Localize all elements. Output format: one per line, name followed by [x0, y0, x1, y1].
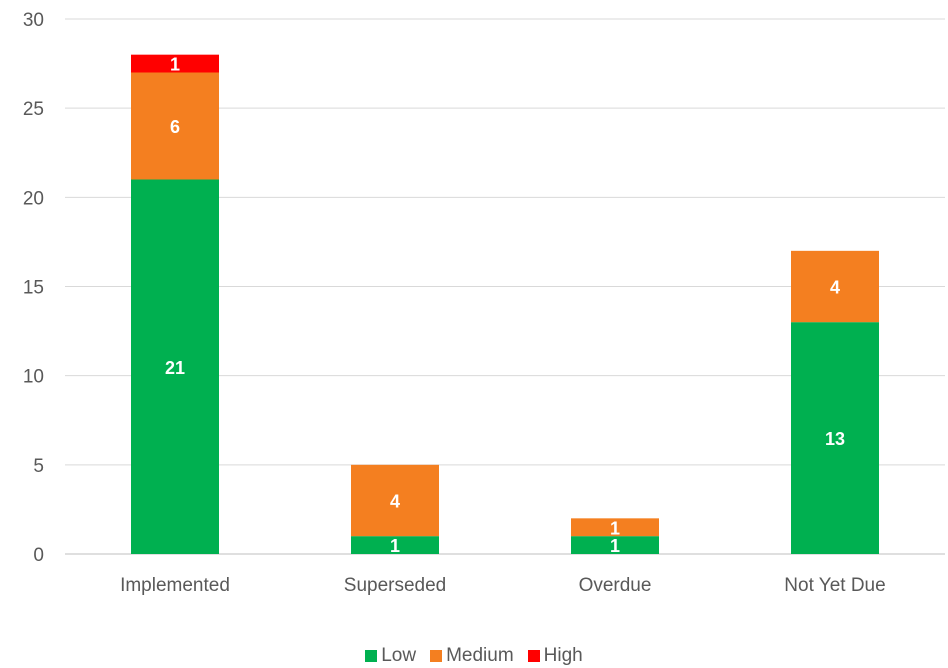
y-tick-label: 30 — [23, 10, 44, 31]
bar-segment-medium — [791, 250, 879, 323]
data-label: 4 — [390, 492, 400, 512]
bar-segment-low — [571, 536, 659, 554]
legend-swatch — [365, 650, 378, 662]
legend-item-high: High — [527, 645, 583, 667]
legend-item-medium: Medium — [430, 645, 514, 667]
legend-label: Low — [381, 645, 417, 666]
legend-swatch — [527, 650, 540, 662]
data-label: 1 — [610, 518, 620, 538]
bar-segment-low — [351, 536, 439, 554]
x-tick-label: Overdue — [579, 575, 652, 596]
legend-label: Medium — [446, 645, 514, 666]
x-tick-label: Superseded — [344, 575, 446, 596]
data-label: 13 — [825, 429, 845, 449]
bar-segment-high — [131, 54, 219, 73]
data-label: 1 — [610, 536, 620, 556]
bar-segment-low — [791, 322, 879, 554]
y-tick-label: 5 — [33, 456, 44, 477]
x-tick-label: Implemented — [120, 575, 230, 596]
data-label: 21 — [165, 358, 185, 378]
x-tick-label: Not Yet Due — [784, 575, 885, 596]
bar-segment-low — [131, 179, 219, 554]
legend-label: High — [543, 645, 583, 666]
legend-item-low: Low — [365, 645, 416, 667]
data-label: 1 — [390, 536, 400, 556]
y-tick-label: 15 — [23, 278, 44, 299]
bar-segment-medium — [351, 464, 439, 537]
bar-stacks — [131, 54, 879, 554]
bar-segment-medium — [131, 72, 219, 180]
data-label: 6 — [170, 117, 180, 137]
data-label: 4 — [830, 278, 840, 298]
x-axis: Implemented Superseded Overdue Not Yet Due — [120, 575, 886, 596]
y-tick-label: 20 — [23, 188, 44, 209]
y-tick-label: 25 — [23, 99, 44, 120]
legend-swatch — [430, 650, 443, 662]
y-axis: 0 5 10 15 20 25 30 — [23, 10, 44, 566]
data-label: 1 — [170, 55, 180, 75]
bar-segment-medium — [571, 518, 659, 537]
legend: Low Medium High — [0, 644, 948, 668]
y-tick-label: 10 — [23, 367, 44, 388]
y-tick-label: 0 — [33, 545, 44, 566]
